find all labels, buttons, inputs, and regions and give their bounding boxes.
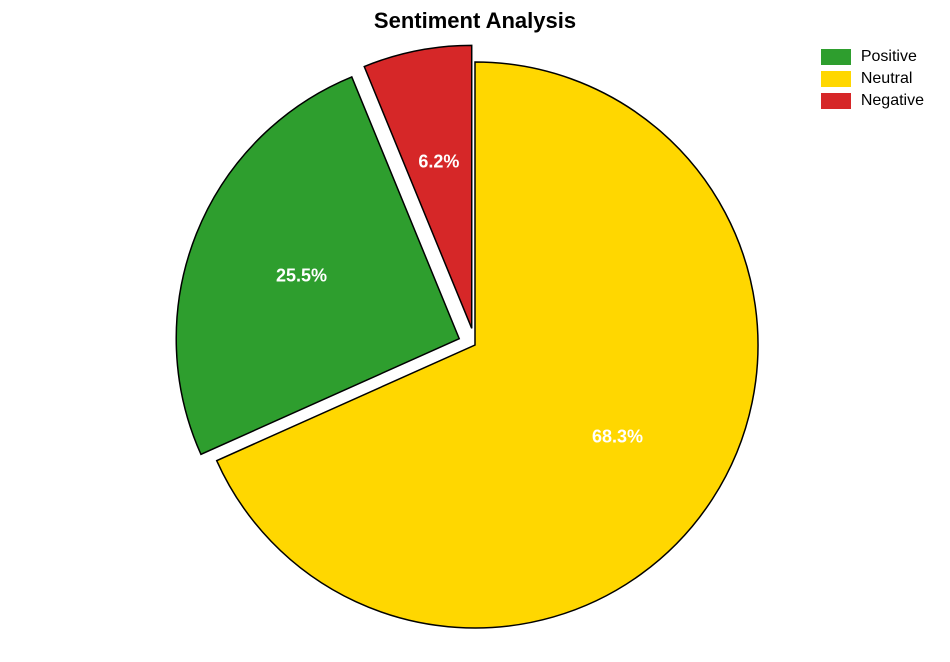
legend-item-neutral: Neutral <box>821 70 924 88</box>
legend-item-negative: Negative <box>821 92 924 110</box>
slice-label-neutral: 68.3% <box>592 427 643 448</box>
legend-swatch-negative <box>821 93 851 109</box>
legend-label: Negative <box>861 92 924 110</box>
chart-legend: Positive Neutral Negative <box>821 48 924 114</box>
legend-item-positive: Positive <box>821 48 924 66</box>
legend-label: Positive <box>861 48 917 66</box>
slice-label-negative: 6.2% <box>418 151 459 172</box>
sentiment-pie-chart: Sentiment Analysis PositiveNeutralNegati… <box>0 0 950 662</box>
legend-label: Neutral <box>861 70 913 88</box>
legend-swatch-neutral <box>821 71 851 87</box>
pie-svg <box>0 0 950 662</box>
slice-label-positive: 25.5% <box>276 265 327 286</box>
pie-slices <box>176 45 758 628</box>
legend-swatch-positive <box>821 49 851 65</box>
